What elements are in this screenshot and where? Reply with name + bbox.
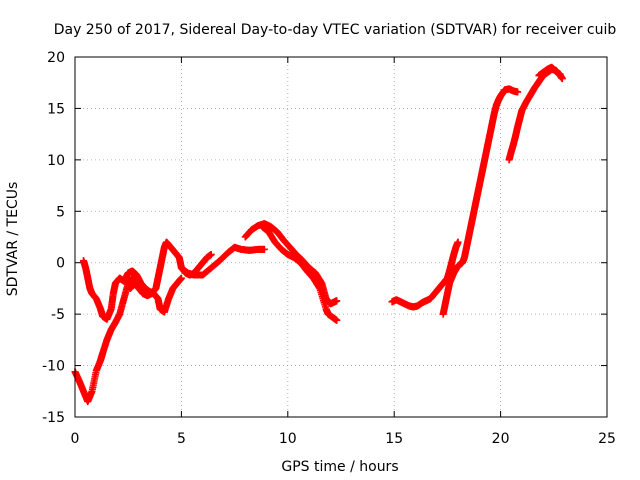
x-axis-label: GPS time / hours (281, 459, 398, 475)
grid (75, 57, 607, 417)
x-tick-label: 10 (279, 431, 297, 447)
x-tick-label: 25 (598, 431, 616, 447)
plot-frame (74, 56, 608, 418)
data-points (71, 63, 566, 406)
y-tick-label: -10 (42, 359, 65, 375)
y-tick-label: 5 (56, 204, 65, 220)
data-point (207, 250, 215, 258)
data-point (454, 238, 462, 246)
y-tick-label: 15 (47, 101, 65, 117)
series-seg2 (80, 257, 185, 323)
x-tick-label: 0 (71, 431, 80, 447)
series-seg10 (535, 63, 564, 80)
data-point (333, 297, 341, 305)
series-seg5 (241, 220, 341, 308)
x-tick-label: 5 (177, 431, 186, 447)
y-tick-label: 20 (47, 50, 65, 66)
data-point (260, 245, 268, 253)
series-seg9 (505, 65, 566, 164)
series-seg8 (439, 85, 522, 318)
x-tick-label: 15 (385, 431, 403, 447)
y-tick-label: 10 (47, 153, 65, 169)
chart-title: Day 250 of 2017, Sidereal Day-to-day VTE… (54, 22, 617, 38)
y-tick-label: -15 (42, 410, 65, 426)
data-point (514, 88, 522, 96)
data-point (333, 316, 341, 324)
series-seg4 (177, 243, 268, 279)
data-point (177, 274, 185, 282)
x-tick-label: 20 (492, 431, 510, 447)
series-seg6 (258, 223, 341, 324)
y-tick-label: 0 (56, 256, 65, 272)
series-seg7 (388, 238, 462, 311)
data-point (558, 75, 566, 83)
y-axis-label: SDTVAR / TECUs (5, 182, 21, 297)
axis-ticks: 0 5 10 15 20 25 -15 -10 -5 0 5 10 15 20 (42, 50, 616, 447)
series-seg1 (71, 274, 147, 406)
data-point (556, 70, 564, 78)
y-tick-label: -5 (51, 307, 65, 323)
